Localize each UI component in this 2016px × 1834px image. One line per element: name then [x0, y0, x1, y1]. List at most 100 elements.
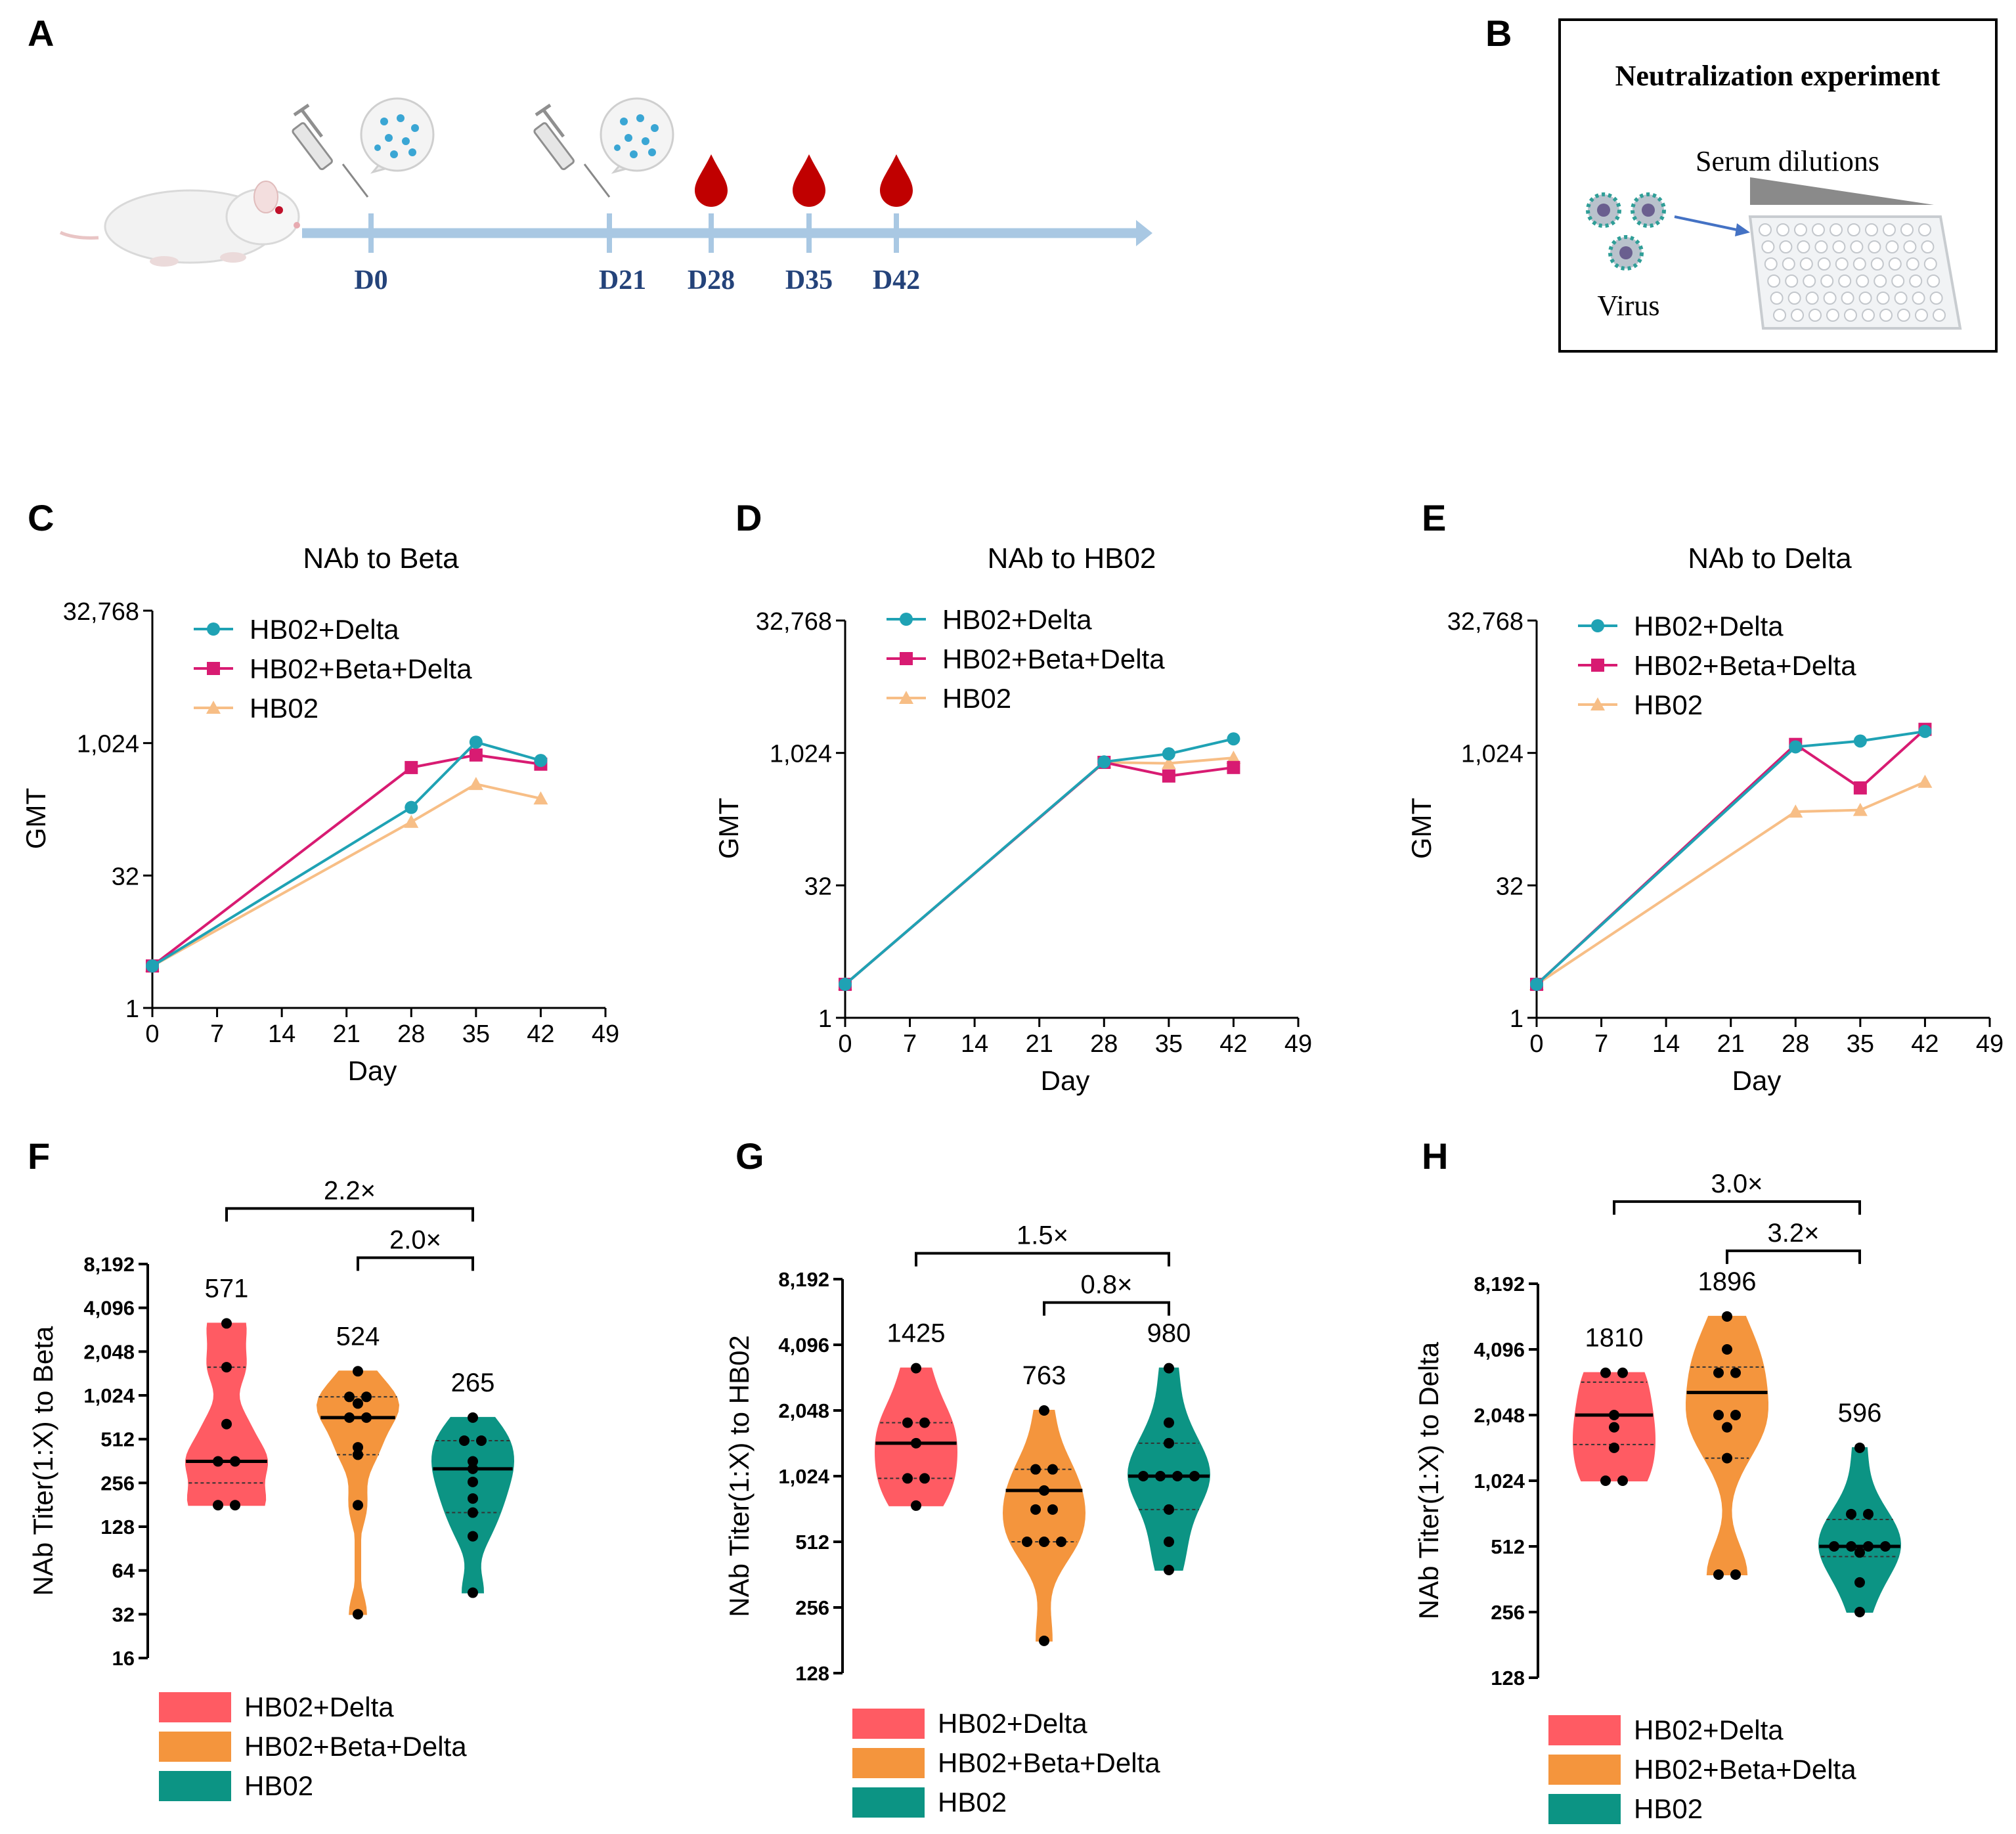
y-axis-label: NAb Titer(1:X) to Beta: [28, 1326, 58, 1596]
legend-marker-hb02-delta: [1591, 619, 1604, 632]
data-point-hb02-beta-delta: [1730, 1569, 1741, 1581]
plate-well: [1918, 223, 1931, 236]
plate-well: [1787, 292, 1801, 305]
data-point-hb02-delta: [534, 754, 548, 768]
data-point-hb02: [533, 791, 548, 805]
plate-well: [1894, 292, 1908, 305]
plate-well: [1794, 223, 1807, 236]
legend-swatch-hb02: [159, 1771, 231, 1801]
plate-well: [1826, 309, 1839, 322]
data-point-hb02-beta-delta: [1722, 1344, 1732, 1355]
legend-label-hb02-delta: HB02+Delta: [1634, 1714, 1784, 1745]
plate-well: [1915, 309, 1928, 322]
data-point-hb02: [1846, 1508, 1856, 1519]
data-point-hb02-delta: [213, 1500, 223, 1511]
data-point-hb02: [1854, 1442, 1865, 1453]
y-tick-label: 512: [1491, 1535, 1525, 1558]
blood-drop-icon: [880, 154, 913, 207]
data-point-hb02: [476, 1435, 487, 1446]
x-tick-label: 14: [1652, 1030, 1680, 1058]
panel-letter-e: E: [1422, 497, 1446, 538]
comparison-bracket: [915, 1252, 1170, 1267]
legend-label-hb02-beta-delta: HB02+Beta+Delta: [938, 1747, 1160, 1778]
y-tick-label: 1: [1510, 1005, 1523, 1033]
comparison-bracket: [1613, 1200, 1861, 1215]
x-tick-label: 0: [838, 1030, 852, 1058]
data-point-hb02-beta-delta: [1047, 1464, 1058, 1475]
panel-letter-d: D: [735, 497, 762, 538]
plate-well: [1912, 292, 1925, 305]
x-tick-label: 21: [333, 1020, 361, 1048]
data-point-hb02-delta: [221, 1418, 232, 1430]
y-tick-label: 4,096: [1474, 1338, 1525, 1361]
x-tick-label: 21: [1717, 1030, 1745, 1058]
y-tick-label: 64: [112, 1560, 135, 1583]
x-tick-label: 0: [145, 1020, 159, 1048]
y-tick-label: 512: [795, 1531, 829, 1554]
violin-hb02-delta: [185, 1322, 269, 1506]
gmt-label-hb02-beta-delta: 1896: [1698, 1267, 1757, 1296]
data-point-hb02-delta: [1609, 1410, 1619, 1420]
data-point-hb02: [1788, 804, 1803, 818]
data-point-hb02-delta: [902, 1473, 913, 1484]
y-tick-label: 1,024: [83, 1384, 135, 1407]
series-line-hb02: [152, 783, 541, 967]
plate-well: [1888, 257, 1902, 271]
plate-well: [1841, 292, 1854, 305]
neutralization-title: Neutralization experiment: [1615, 60, 1940, 92]
data-point-hb02: [1854, 1607, 1865, 1617]
legend-swatch-hb02-beta-delta: [1548, 1755, 1621, 1785]
legend-label-hb02-delta: HB02+Delta: [250, 614, 399, 645]
data-point-hb02: [1155, 1471, 1166, 1481]
data-point-hb02-beta-delta: [344, 1391, 355, 1403]
data-point-hb02: [1164, 1565, 1174, 1576]
data-point-hb02-delta: [213, 1456, 223, 1467]
y-tick-label: 1: [125, 995, 139, 1023]
series-line-hb02-beta-delta: [151, 753, 541, 967]
comparison-label: 1.5×: [1017, 1221, 1068, 1250]
data-point-hb02: [468, 1476, 478, 1487]
legend-label-hb02-delta: HB02+Delta: [1634, 611, 1784, 642]
y-tick-label: 512: [100, 1428, 135, 1451]
data-point-hb02: [1863, 1508, 1874, 1519]
violin-hb02: [1818, 1447, 1902, 1613]
plate-well: [1874, 274, 1887, 288]
plate-well: [1868, 240, 1881, 253]
data-point-hb02-beta-delta: [1713, 1410, 1724, 1420]
data-point-hb02: [468, 1456, 478, 1467]
x-tick-label: 42: [1911, 1030, 1939, 1058]
data-point-hb02-beta-delta: [353, 1366, 363, 1377]
violin-hb02-beta-delta: [1685, 1315, 1769, 1576]
y-tick-label: 8,192: [778, 1268, 829, 1291]
data-point-hb02: [1164, 1437, 1174, 1449]
gmt-label-hb02-delta: 1810: [1585, 1324, 1644, 1353]
comparison-bracket: [1726, 1249, 1861, 1264]
day-label-d35: D35: [785, 265, 833, 295]
plate-well: [1903, 240, 1917, 253]
plate-well: [1927, 274, 1940, 288]
data-point-hb02-beta-delta: [1722, 1422, 1732, 1433]
series-line-hb02-delta: [844, 737, 1234, 986]
y-tick-label: 128: [100, 1516, 135, 1539]
panel-letter-b: B: [1485, 12, 1512, 54]
legend-label-hb02: HB02: [938, 1787, 1007, 1818]
y-axis-label: NAb Titer(1:X) to Delta: [1413, 1342, 1444, 1619]
data-point-hb02-beta-delta: [1162, 769, 1175, 783]
data-point-hb02-delta: [911, 1437, 921, 1449]
data-point-hb02: [1854, 1547, 1865, 1558]
y-axis-label: GMT: [1406, 798, 1437, 859]
comparison-label: 3.2×: [1768, 1219, 1820, 1248]
x-tick-label: 28: [397, 1020, 425, 1048]
y-tick-label: 1,024: [770, 741, 832, 768]
data-point-hb02-delta: [221, 1362, 232, 1373]
violin-hb02: [431, 1416, 515, 1594]
gmt-label-hb02-delta: 571: [205, 1274, 249, 1303]
virus-label: Virus: [1597, 290, 1659, 322]
violin-hb02-beta-delta: [316, 1370, 400, 1615]
y-axis-label: GMT: [20, 788, 51, 849]
plate-well: [1876, 292, 1890, 305]
panel-b: B Neutralization experiment Serum diluti…: [1485, 12, 1998, 353]
data-point-hb02-delta: [1609, 1422, 1619, 1433]
chart-nab-to-hb02: NAb to HB02 1 32 1,024 32,768 0 7 14 21 28 35 42 49 D…: [713, 542, 1312, 1096]
